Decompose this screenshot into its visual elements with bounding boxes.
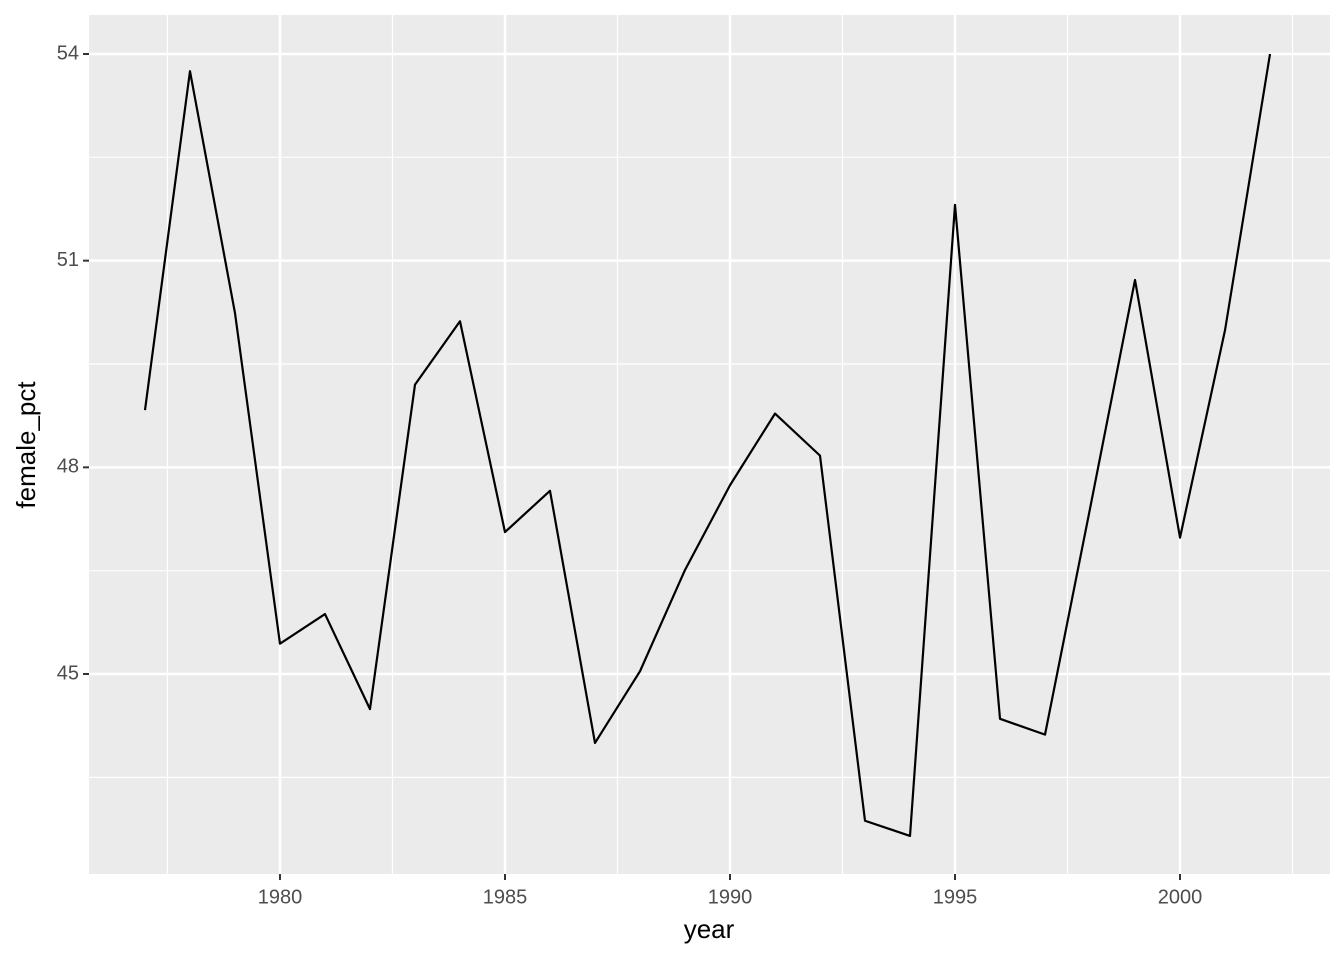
x-tick-label: 1985 [483,886,528,908]
y-axis-title: female_pct [11,381,41,509]
data-line [143,53,1272,838]
x-tick-label: 1995 [933,886,978,908]
x-tick-label: 1990 [708,886,753,908]
y-tick-label: 45 [57,662,79,684]
y-tick-label: 48 [57,456,79,478]
x-axis-title: year [684,914,735,944]
x-tick-label: 1980 [258,886,303,908]
y-tick-label: 54 [57,42,79,64]
x-tick-label: 2000 [1158,886,1203,908]
y-tick-label: 51 [57,249,79,271]
panel [89,15,1330,874]
